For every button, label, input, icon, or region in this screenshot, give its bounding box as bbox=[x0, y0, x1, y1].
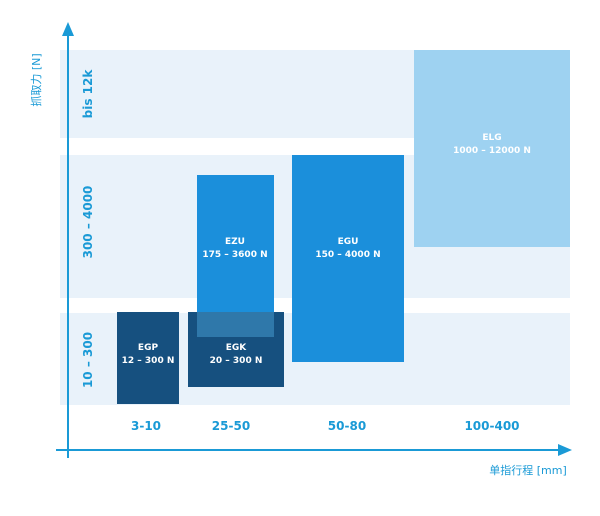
product-box-elg bbox=[414, 50, 570, 247]
y-axis-arrow-icon bbox=[62, 22, 74, 36]
product-range-egk: 20 – 300 N bbox=[210, 356, 263, 366]
x-axis-arrow-icon bbox=[558, 444, 572, 456]
x-axis-title: 单指行程 [mm] bbox=[489, 463, 567, 477]
column-label-100-400: 100-400 bbox=[464, 419, 519, 433]
product-name-egp: EGP bbox=[138, 343, 159, 353]
product-box-egu bbox=[292, 155, 404, 362]
band-label-bis-12k: bis 12k bbox=[81, 69, 95, 119]
product-range-elg: 1000 – 12000 N bbox=[453, 146, 531, 156]
product-box-egp bbox=[117, 312, 179, 404]
product-range-ezu: 175 – 3600 N bbox=[202, 250, 267, 260]
product-name-ezu: EZU bbox=[225, 237, 245, 247]
product-name-egu: EGU bbox=[338, 237, 359, 247]
product-name-elg: ELG bbox=[482, 133, 501, 143]
product-box-ezu-egk-overlap bbox=[197, 312, 274, 337]
band-label-300-4000: 300 – 4000 bbox=[81, 186, 95, 259]
column-label-50-80: 50-80 bbox=[328, 419, 366, 433]
column-label-25-50: 25-50 bbox=[212, 419, 250, 433]
y-axis-title: 抓取力 [N] bbox=[29, 53, 43, 106]
column-label-3-10: 3-10 bbox=[131, 419, 161, 433]
band-label-10-300: 10 – 300 bbox=[81, 332, 95, 388]
product-range-egu: 150 – 4000 N bbox=[315, 250, 380, 260]
product-range-egp: 12 – 300 N bbox=[122, 356, 175, 366]
product-name-egk: EGK bbox=[226, 343, 248, 353]
product-box-ezu bbox=[197, 175, 274, 337]
